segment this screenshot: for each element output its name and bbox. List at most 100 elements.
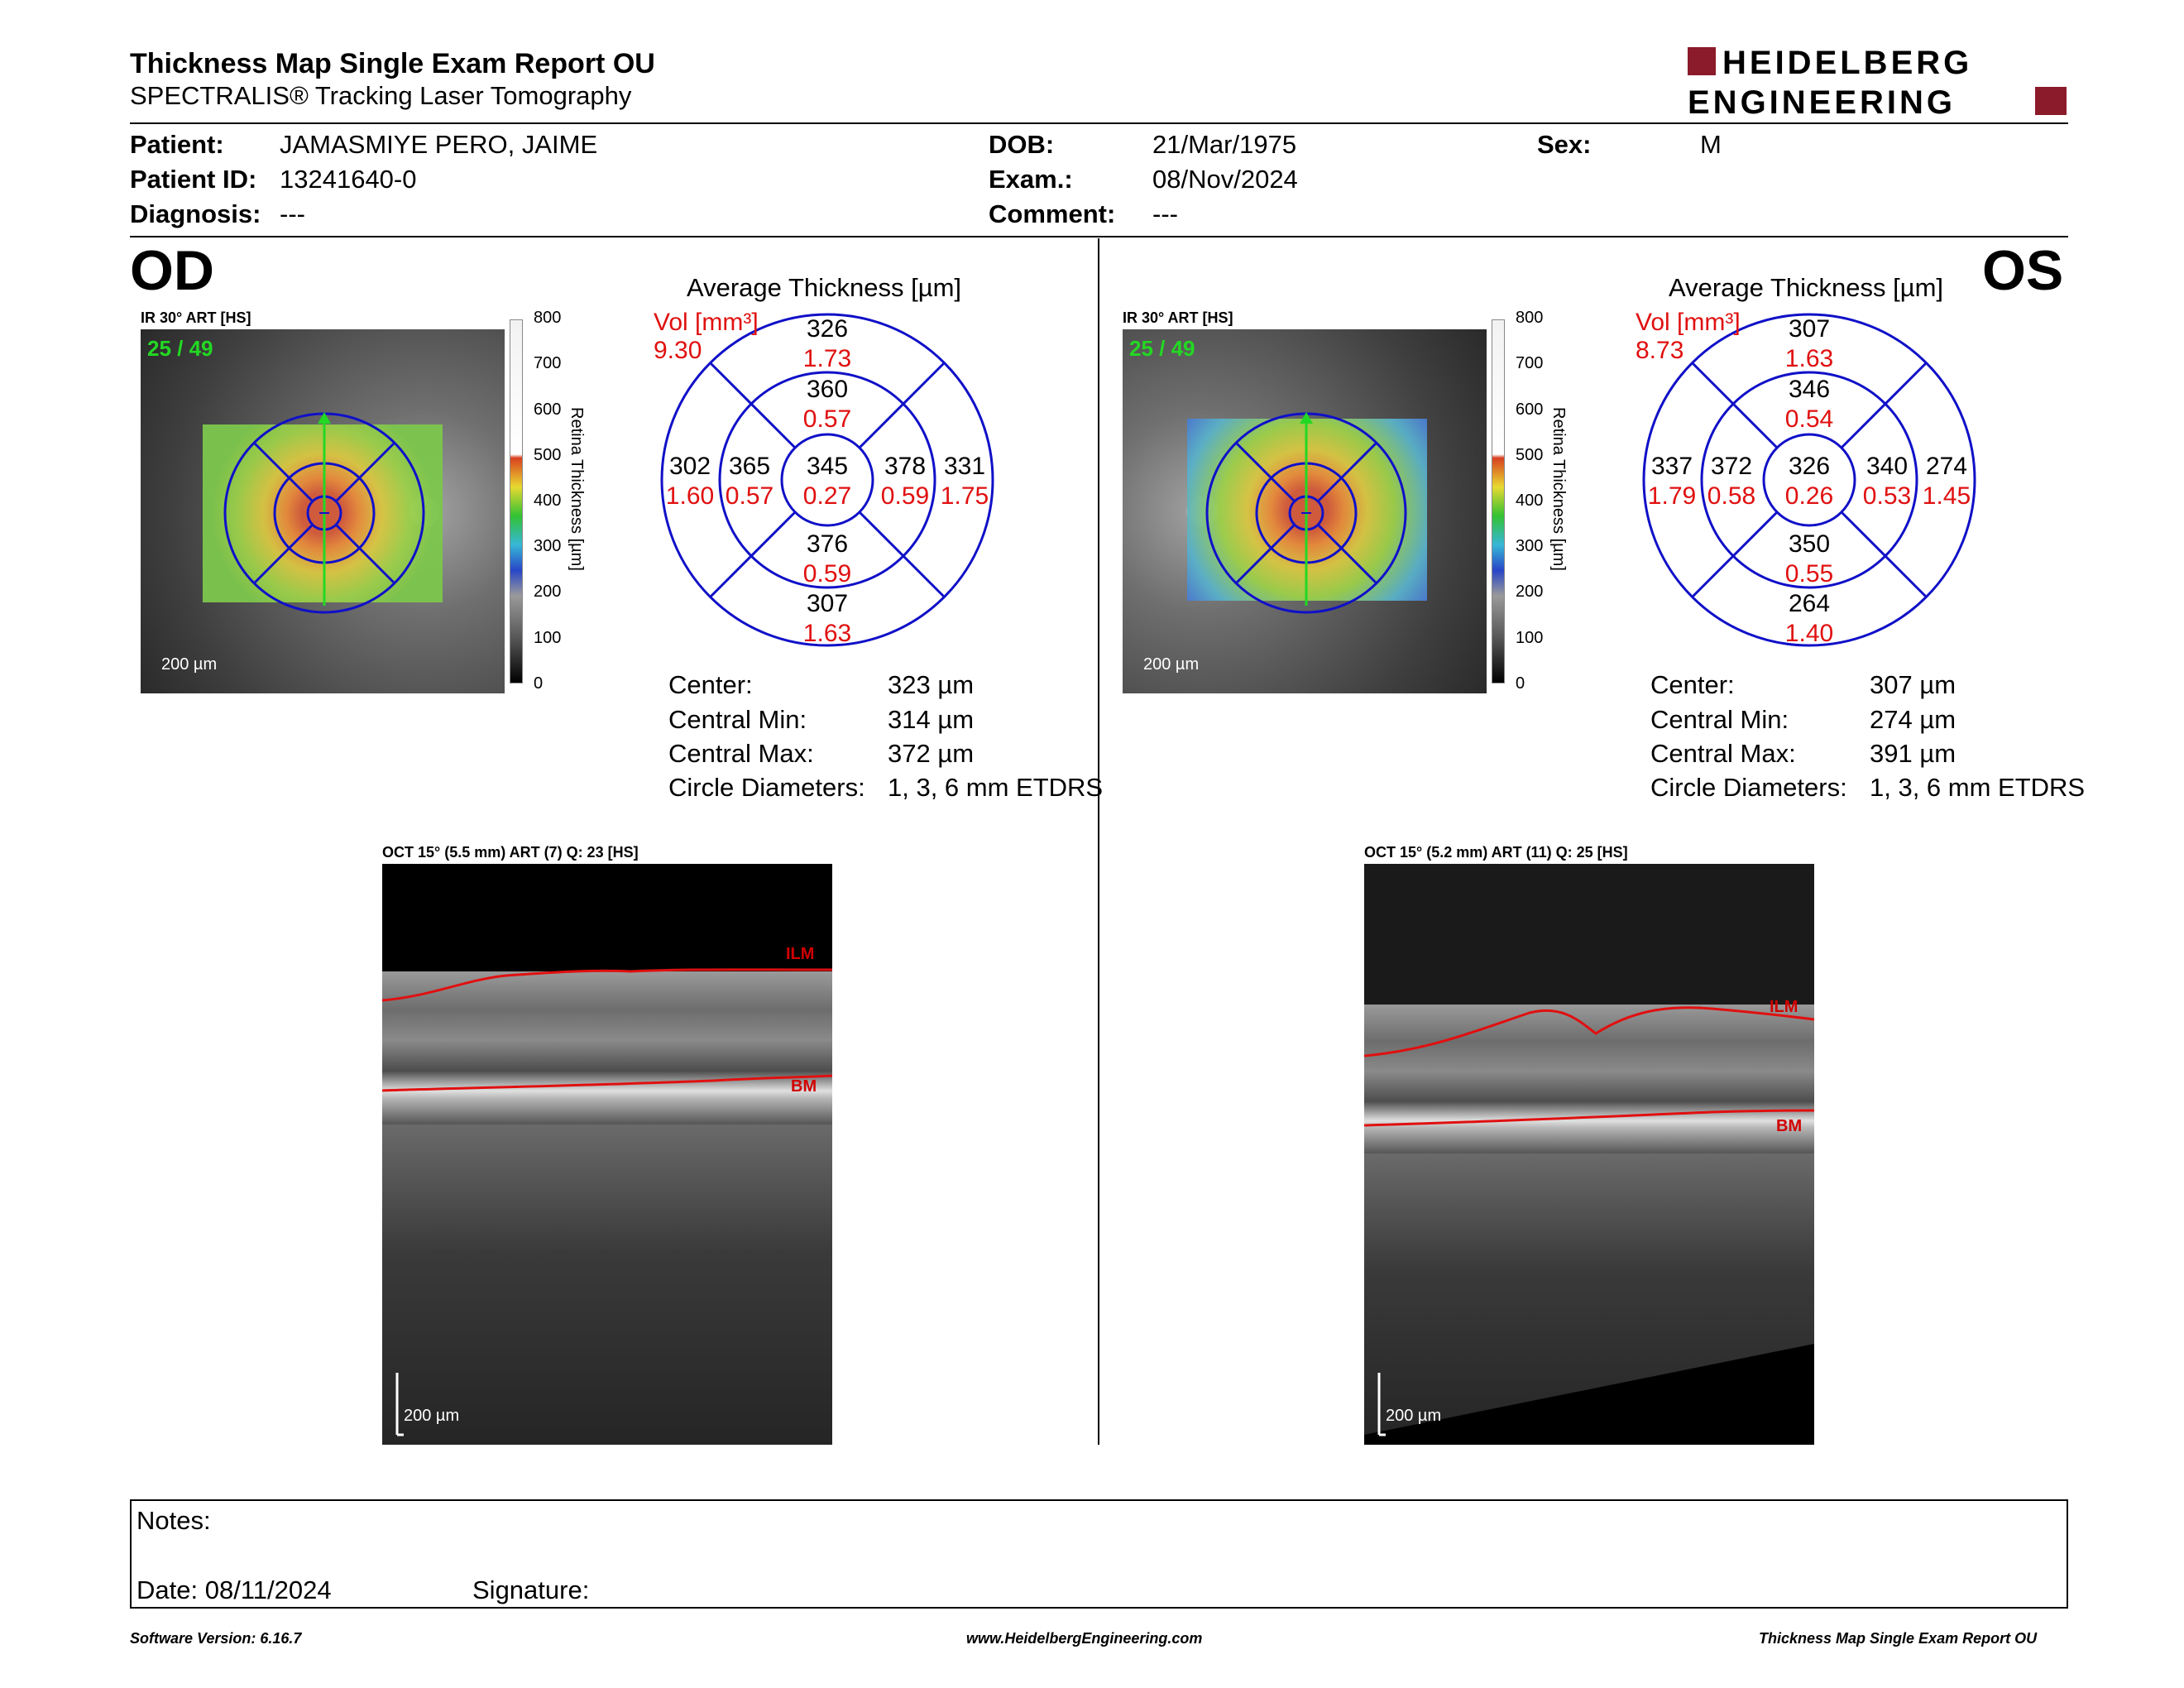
header-divider — [130, 122, 2068, 124]
os-inner-right-vol: 0.53 — [1863, 482, 1911, 510]
od-outer-sup: 326 — [807, 315, 848, 343]
od-cb-tick-500: 500 — [534, 446, 562, 464]
od-inner-right-vol: 0.59 — [881, 482, 929, 510]
heidelberg-logo: HEIDELBERG ENGINEERING — [1688, 46, 2067, 120]
os-colorbar — [1492, 319, 1505, 683]
od-cb-tick-0: 0 — [534, 674, 544, 693]
os-etdrs-chart: 307 1.63 346 0.54 337 1.79 372 0.58 326 … — [1642, 313, 1976, 647]
os-inner-left-vol: 0.58 — [1707, 482, 1755, 510]
od-inner-sup: 360 — [807, 376, 848, 403]
patient-label: Patient: — [130, 130, 224, 159]
od-bm-tag: BM — [791, 1077, 817, 1096]
patient-id-value: 13241640-0 — [280, 165, 417, 194]
os-bm-tag: BM — [1776, 1117, 1803, 1135]
od-cb-tick-400: 400 — [534, 492, 562, 510]
od-colorbar — [510, 319, 523, 683]
os-inner-sup: 346 — [1789, 376, 1830, 403]
os-oct-scale: 200 µm — [1386, 1407, 1442, 1425]
date-label: Date: 08/11/2024 — [136, 1575, 332, 1604]
os-cb-tick-700: 700 — [1516, 354, 1544, 372]
od-outer-right-vol: 1.75 — [941, 482, 989, 510]
od-fundus-image: 25 / 49 200 µm — [141, 329, 505, 693]
od-diam-value: 1, 3, 6 mm ETDRS — [888, 773, 1104, 802]
od-image-caption: IR 30° ART [HS] — [141, 309, 251, 326]
os-diam-value: 1, 3, 6 mm ETDRS — [1870, 773, 2086, 802]
od-colorbar-title: Retina Thickness [µm] — [568, 407, 586, 571]
od-max-value: 372 µm — [888, 739, 975, 768]
od-frame-count: 25 / 49 — [147, 336, 213, 361]
os-cb-tick-300: 300 — [1516, 537, 1544, 555]
os-center-value: 307 µm — [1870, 670, 1956, 699]
od-min-value: 314 µm — [888, 705, 975, 734]
os-vol-label: Vol [mm³] — [1636, 309, 1741, 336]
os-outer-sup: 307 — [1789, 315, 1830, 343]
od-cb-tick-600: 600 — [534, 400, 562, 419]
od-max-label: Central Max: — [668, 739, 814, 768]
os-center-vol: 0.26 — [1785, 482, 1833, 510]
od-cb-tick-700: 700 — [534, 354, 562, 372]
dob-label: DOB: — [989, 130, 1055, 159]
od-center-vol: 0.27 — [803, 482, 851, 510]
os-outer-right-vol: 1.45 — [1923, 482, 1971, 510]
os-cb-tick-800: 800 — [1516, 309, 1544, 327]
os-max-value: 391 µm — [1870, 739, 1956, 768]
os-inner-inf: 350 — [1789, 530, 1830, 558]
footer-report-name: Thickness Map Single Exam Report OU — [1759, 1630, 2038, 1647]
od-scale-label: 200 µm — [161, 655, 218, 674]
od-inner-right: 378 — [884, 453, 926, 480]
os-outer-inf: 264 — [1789, 590, 1830, 617]
report-subtitle: SPECTRALIS® Tracking Laser Tomography — [130, 81, 632, 110]
os-outer-left: 337 — [1651, 453, 1693, 480]
comment-value: --- — [1152, 199, 1178, 228]
od-outer-right: 331 — [944, 453, 985, 480]
sex-value: M — [1700, 130, 1722, 159]
exam-value: 08/Nov/2024 — [1152, 165, 1298, 194]
os-outer-sup-vol: 1.63 — [1785, 345, 1833, 372]
os-image-caption: IR 30° ART [HS] — [1123, 309, 1233, 326]
diagnosis-value: --- — [280, 199, 305, 228]
od-cb-tick-300: 300 — [534, 537, 562, 555]
signature-label: Signature: — [472, 1575, 590, 1604]
os-scale-label: 200 µm — [1143, 655, 1200, 674]
os-max-label: Central Max: — [1650, 739, 1796, 768]
od-center-value: 323 µm — [888, 670, 975, 699]
info-divider — [130, 236, 2068, 237]
od-vol-label: Vol [mm³] — [654, 309, 759, 336]
os-frame-count: 25 / 49 — [1129, 336, 1195, 361]
od-cb-tick-200: 200 — [534, 583, 562, 601]
os-fundus-image: 25 / 49 200 µm — [1123, 329, 1487, 693]
os-cb-tick-400: 400 — [1516, 492, 1544, 510]
od-inner-left: 365 — [729, 453, 770, 480]
sex-label: Sex: — [1537, 130, 1592, 159]
od-center: 345 — [807, 453, 848, 480]
od-eye-label: OD — [130, 239, 214, 302]
os-oct-caption: OCT 15° (5.2 mm) ART (11) Q: 25 [HS] — [1364, 844, 1628, 861]
os-vol-value: 8.73 — [1636, 337, 1684, 364]
os-inner-inf-vol: 0.55 — [1785, 560, 1833, 587]
report-title: Thickness Map Single Exam Report OU — [130, 48, 655, 79]
os-cb-tick-0: 0 — [1516, 674, 1525, 693]
os-outer-left-vol: 1.79 — [1648, 482, 1696, 510]
os-min-value: 274 µm — [1870, 705, 1956, 734]
od-inner-inf-vol: 0.59 — [803, 560, 851, 587]
od-outer-inf-vol: 1.63 — [803, 620, 851, 647]
os-inner-left: 372 — [1711, 453, 1752, 480]
od-outer-inf: 307 — [807, 590, 848, 617]
od-diam-label: Circle Diameters: — [668, 773, 865, 802]
os-outer-right: 274 — [1926, 453, 1967, 480]
od-inner-left-vol: 0.57 — [726, 482, 774, 510]
os-center: 326 — [1789, 453, 1830, 480]
os-avg-thickness-title: Average Thickness [µm] — [1669, 273, 1944, 302]
os-eye-label: OS — [1982, 239, 2064, 302]
os-inner-right: 340 — [1866, 453, 1908, 480]
od-center-label: Center: — [668, 670, 753, 699]
notes-box[interactable]: Notes: Date: 08/11/2024 Signature: — [130, 1499, 2068, 1609]
od-avg-thickness-title: Average Thickness [µm] — [687, 273, 962, 302]
os-etdrs-grid-overlay — [1205, 412, 1407, 614]
od-etdrs-grid-overlay — [223, 412, 425, 614]
eye-divider — [1098, 238, 1099, 1445]
od-outer-left: 302 — [669, 453, 711, 480]
od-cb-tick-800: 800 — [534, 309, 562, 327]
notes-label: Notes: — [136, 1506, 211, 1535]
od-ilm-tag: ILM — [786, 945, 815, 963]
